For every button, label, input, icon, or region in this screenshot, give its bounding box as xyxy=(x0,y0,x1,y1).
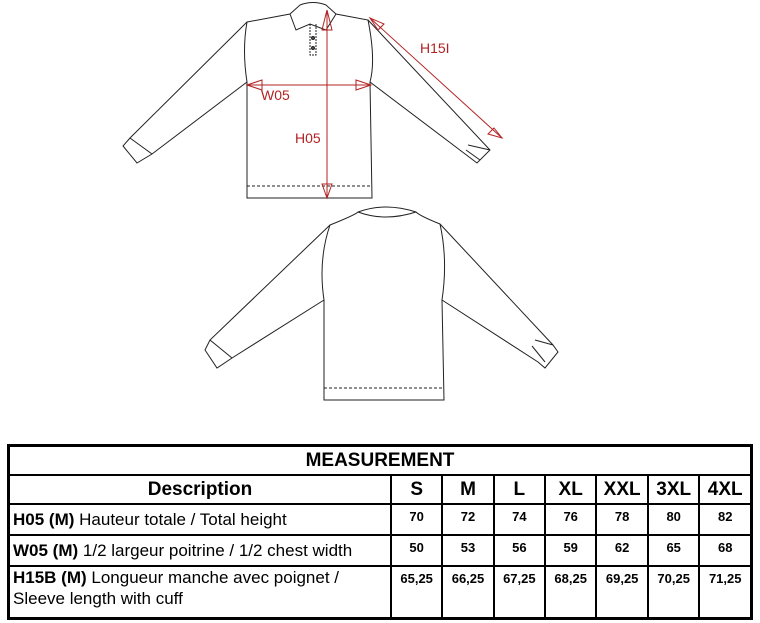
row-code: W05 (M) xyxy=(13,540,79,560)
front-view-shirt xyxy=(122,2,491,199)
back-view-shirt xyxy=(204,206,559,401)
label-h15: H15I xyxy=(420,40,450,56)
cell-value: 53 xyxy=(441,534,495,567)
row-text: Hauteur totale / Total height xyxy=(74,509,287,529)
header-description: Description xyxy=(7,474,392,505)
header-size: L xyxy=(492,474,547,505)
cell-value: 82 xyxy=(698,503,753,536)
table-row: H15B (M) Longueur manche avec poignet / … xyxy=(7,565,753,620)
cell-value: 70 xyxy=(389,503,444,536)
cell-value: 65,25 xyxy=(389,565,444,620)
cell-value: 68 xyxy=(698,534,753,567)
cell-value: 70,25 xyxy=(646,565,701,620)
row-text: 1/2 largeur poitrine / 1/2 chest width xyxy=(78,540,353,560)
cell-value: 74 xyxy=(492,503,547,536)
table-row: W05 (M) 1/2 largeur poitrine / 1/2 chest… xyxy=(7,534,753,567)
cell-value: 62 xyxy=(595,534,649,567)
cell-value: 72 xyxy=(441,503,495,536)
row-code: H05 (M) xyxy=(13,509,75,529)
cell-value: 66,25 xyxy=(441,565,495,620)
row-description: W05 (M) 1/2 largeur poitrine / 1/2 chest… xyxy=(7,534,392,567)
header-size: 4XL xyxy=(698,474,753,505)
cell-value: 50 xyxy=(389,534,444,567)
cell-value: 80 xyxy=(646,503,701,536)
header-row: Description S M L XL XXL 3XL 4XL xyxy=(7,474,753,505)
cell-value: 76 xyxy=(544,503,598,536)
cell-value: 69,25 xyxy=(595,565,649,620)
cell-value: 67,25 xyxy=(492,565,547,620)
cell-value: 56 xyxy=(492,534,547,567)
measurement-arrows xyxy=(245,9,504,200)
row-description: H05 (M) Hauteur totale / Total height xyxy=(7,503,392,536)
garment-diagram: H15I W05 H05 xyxy=(122,2,559,401)
row-text: Longueur manche avec poignet / Sleeve le… xyxy=(13,568,340,608)
label-w05: W05 xyxy=(261,87,290,103)
row-description: H15B (M) Longueur manche avec poignet / … xyxy=(7,565,392,620)
cell-value: 68,25 xyxy=(544,565,598,620)
cell-value: 59 xyxy=(544,534,598,567)
header-size: S xyxy=(389,474,444,505)
header-size: 3XL xyxy=(646,474,701,505)
label-h05: H05 xyxy=(295,130,321,146)
measurement-table: MEASUREMENT Description S M L XL XXL 3XL… xyxy=(7,444,753,620)
row-code: H15B (M) xyxy=(13,568,87,587)
header-size: M xyxy=(441,474,495,505)
table-title: MEASUREMENT xyxy=(7,444,753,476)
cell-value: 65 xyxy=(646,534,701,567)
cell-value: 78 xyxy=(595,503,649,536)
header-size: XL xyxy=(544,474,598,505)
header-size: XXL xyxy=(595,474,649,505)
cell-value: 71,25 xyxy=(698,565,753,620)
table-row: H05 (M) Hauteur totale / Total height 70… xyxy=(7,503,753,536)
